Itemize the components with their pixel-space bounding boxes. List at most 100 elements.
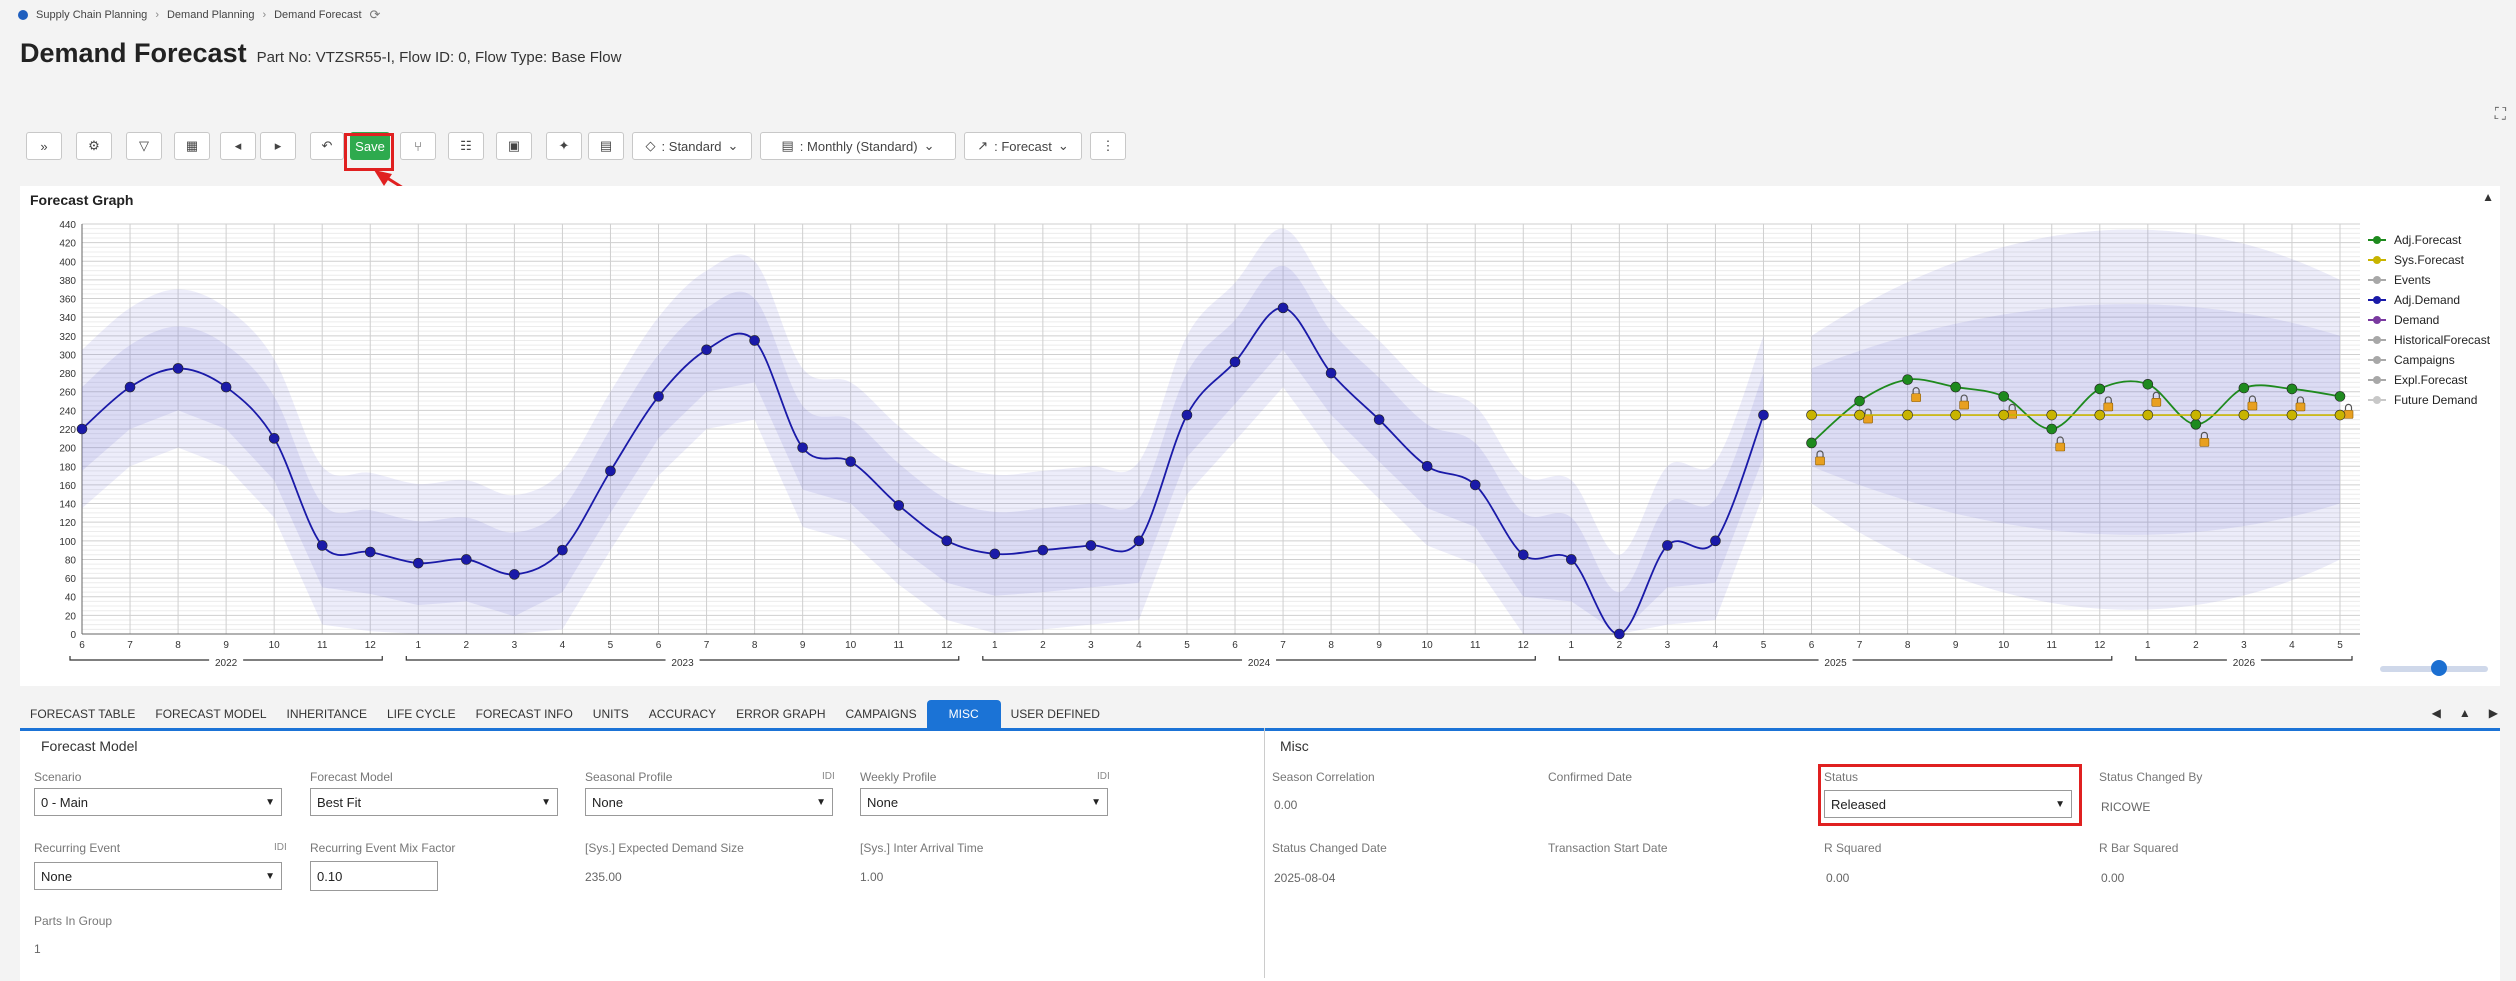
tab-misc[interactable]: MISC [926, 700, 1001, 728]
chevron-right-icon: › [262, 9, 267, 21]
y-tick-label: 300 [59, 350, 76, 361]
lock-shackle [1912, 387, 1920, 394]
recurring-event-select[interactable]: None ▼ [34, 862, 282, 890]
tab-inheritance[interactable]: INHERITANCE [286, 707, 367, 721]
graph-title: Forecast Graph [30, 192, 134, 208]
misc-section-title: Misc [1280, 738, 1309, 754]
data-point [1662, 540, 1673, 551]
forecast-chart[interactable]: 0 20 40 60 80 100 120 140 160 180 200 220 240 260 280 3… [20, 210, 2360, 690]
x-tick-label: 10 [269, 640, 281, 651]
legend-item[interactable]: Expl.Forecast [2368, 370, 2516, 390]
breadcrumb-item[interactable]: Demand Forecast [274, 9, 362, 21]
scroll-left-icon[interactable]: ◀ [2431, 706, 2441, 720]
x-tick-label: 10 [845, 640, 857, 651]
legend-item[interactable]: HistoricalForecast [2368, 330, 2516, 350]
data-point [2238, 409, 2250, 421]
legend-item[interactable]: Adj.Demand [2368, 290, 2516, 310]
legend-item[interactable]: Future Demand [2368, 390, 2516, 410]
scenario-select[interactable]: 0 - Main ▼ [34, 788, 282, 816]
tab-forecast-table[interactable]: FORECAST TABLE [30, 707, 136, 721]
period-dropdown[interactable]: ▤ : Monthly (Standard) ⌄ [760, 132, 956, 160]
legend-item[interactable]: Adj.Forecast [2368, 230, 2516, 250]
adjust-button[interactable]: ☷ [448, 132, 484, 160]
tab-accuracy[interactable]: ACCURACY [648, 707, 717, 721]
data-point [1710, 535, 1721, 547]
mode-dropdown[interactable]: ↗ : Forecast ⌄ [964, 132, 1082, 160]
undo-button[interactable]: ↶ [310, 132, 344, 160]
legend-item[interactable]: Demand [2368, 310, 2516, 330]
year-label-bg [665, 656, 700, 668]
legend-marker-icon [2368, 234, 2386, 246]
status-select[interactable]: Released ▼ [1824, 790, 2072, 818]
season-correlation-label: Season Correlation [1272, 770, 1375, 784]
data-point [2046, 409, 2058, 421]
data-point [701, 344, 712, 356]
sparkle-button[interactable]: ✦ [546, 132, 582, 160]
lock-icon [1959, 400, 1969, 410]
recurring-event-label: Recurring Event [34, 841, 121, 855]
legend-item[interactable]: Events [2368, 270, 2516, 290]
tab-campaigns[interactable]: CAMPAIGNS [845, 707, 917, 721]
calendar-button[interactable]: ▣ [496, 132, 532, 160]
y-tick-label: 280 [59, 369, 76, 380]
seasonal-profile-select[interactable]: None ▼ [585, 788, 833, 816]
x-tick-label: 9 [1953, 640, 1959, 651]
legend-item[interactable]: Campaigns [2368, 350, 2516, 370]
tab-user-defined[interactable]: USER DEFINED [1010, 707, 1100, 721]
data-point [1517, 549, 1529, 561]
y-tick-label: 60 [65, 574, 77, 585]
tab-forecast-info[interactable]: FORECAST INFO [475, 707, 573, 721]
collapse-up-icon[interactable]: ▲ [2482, 190, 2494, 204]
x-tick-label: 3 [2241, 640, 2247, 651]
weekly-profile-label: Weekly Profile [860, 770, 937, 784]
status-changed-date-label: Status Changed Date [1272, 841, 1387, 855]
previous-button[interactable]: ◂ [220, 132, 256, 160]
branch-button[interactable]: ⑂ [400, 132, 436, 160]
settings-button[interactable]: ⚙ [76, 132, 112, 160]
x-tick-label: 6 [79, 640, 85, 651]
x-tick-label: 11 [1470, 640, 1481, 651]
idi-icon[interactable]: IDI [822, 771, 835, 782]
x-tick-label: 8 [752, 640, 758, 651]
breadcrumb-item[interactable]: Supply Chain Planning [36, 9, 148, 21]
tab-forecast-model[interactable]: FORECAST MODEL [155, 707, 267, 721]
collapse-up-icon[interactable]: ▲ [2458, 706, 2471, 720]
expand-icon[interactable]: ⛶ [2494, 106, 2506, 123]
refresh-icon[interactable]: ⟳ [369, 7, 381, 22]
idi-icon[interactable]: IDI [274, 842, 287, 853]
filter-button[interactable]: ▽ [126, 132, 162, 160]
scroll-right-icon[interactable]: ▶ [2488, 706, 2498, 720]
forecast-model-select[interactable]: Best Fit ▼ [310, 788, 558, 816]
expand-panel-button[interactable]: » [26, 132, 62, 160]
undo-icon: ↶ [321, 138, 333, 153]
save-button[interactable]: Save [350, 132, 390, 160]
tab-life-cycle[interactable]: LIFE CYCLE [386, 707, 456, 721]
legend-marker-icon [2368, 334, 2386, 346]
forecast-model-value: Best Fit [317, 794, 362, 810]
y-tick-label: 0 [70, 630, 76, 641]
idi-icon[interactable]: IDI [1097, 771, 1110, 782]
more-button[interactable]: ⋮ [1090, 132, 1126, 160]
next-button[interactable]: ▸ [260, 132, 296, 160]
r-bar-squared-label: R Bar Squared [2099, 841, 2179, 855]
x-tick-label: 12 [2094, 640, 2106, 651]
layout-button[interactable]: ▦ [174, 132, 210, 160]
weekly-profile-select[interactable]: None ▼ [860, 788, 1108, 816]
lock-shackle [2104, 396, 2112, 403]
zoom-slider-thumb[interactable] [2431, 660, 2447, 676]
comment-button[interactable]: ▤ [588, 132, 624, 160]
legend-item[interactable]: Sys.Forecast [2368, 250, 2516, 270]
y-tick-label: 160 [59, 481, 76, 492]
y-tick-label: 240 [59, 406, 76, 417]
tab-error-graph[interactable]: ERROR GRAPH [736, 707, 826, 721]
lock-shackle [2056, 436, 2064, 443]
tab-units[interactable]: UNITS [592, 707, 629, 721]
r-squared-label: R Squared [1824, 841, 1882, 855]
view-dropdown[interactable]: ◇ : Standard ⌄ [632, 132, 752, 160]
breadcrumb: Supply Chain Planning › Demand Planning … [18, 6, 380, 24]
home-icon[interactable] [18, 10, 28, 20]
panel-divider [1264, 728, 1265, 978]
mix-factor-input[interactable]: 0.10 [310, 861, 438, 891]
breadcrumb-item[interactable]: Demand Planning [166, 9, 255, 21]
data-point [2142, 378, 2154, 390]
